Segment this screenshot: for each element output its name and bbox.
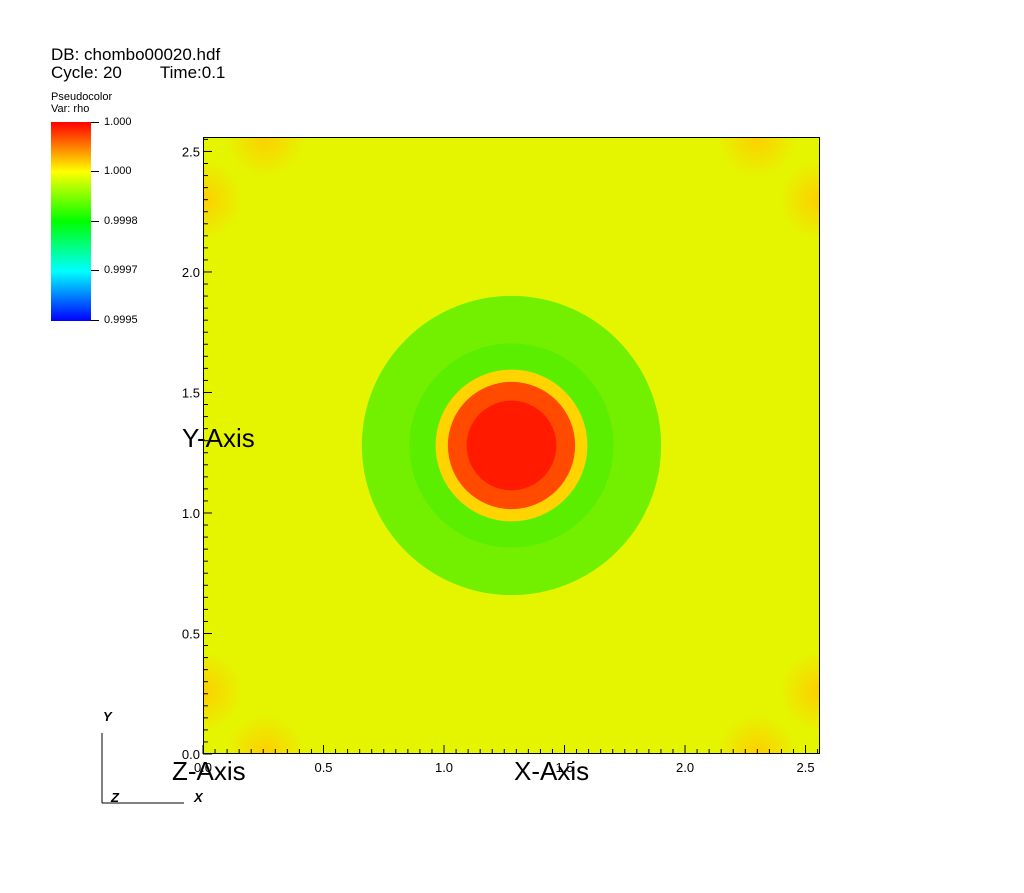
y-tick-label: 1.5 <box>182 385 200 400</box>
legend-tick <box>91 171 99 172</box>
legend-label-max: 1.000 <box>104 116 132 128</box>
density-ring-inner <box>409 343 614 548</box>
legend-variable: Var: rho <box>51 103 90 115</box>
legend-label-lower: 0.9997 <box>104 264 138 276</box>
x-tick-label: 2.5 <box>797 760 815 775</box>
corner-highlight <box>225 714 306 754</box>
legend-tick <box>91 122 99 123</box>
z-axis-title: Z-Axis <box>172 756 246 786</box>
legend-label-min: 0.9995 <box>104 314 138 326</box>
density-field <box>203 137 820 754</box>
legend-plot-type: Pseudocolor <box>51 91 113 103</box>
y-tick-label: 2.5 <box>182 144 200 159</box>
corner-highlight <box>780 159 820 240</box>
x-tick-label: 0.0 <box>194 760 212 775</box>
y-tick-label: 1.0 <box>182 506 200 521</box>
cycle-time-line: Cycle: 20 Time:0.1 <box>51 64 225 82</box>
x-axis-title: X-Axis <box>514 756 590 786</box>
legend-tick <box>91 221 99 222</box>
triad-lines <box>101 733 184 804</box>
y-tick-label: 0.5 <box>182 626 200 641</box>
db-filename: DB: chombo00020.hdf <box>51 45 221 64</box>
density-ring <box>361 295 662 596</box>
triad-y-label: Y <box>103 709 112 724</box>
corner-highlights <box>203 137 820 754</box>
x-tick-label: 0.5 <box>314 760 332 775</box>
corner-highlight <box>780 651 820 732</box>
x-tick-label: 1.0 <box>435 760 453 775</box>
corner-highlight <box>203 159 243 240</box>
legend-label-mid: 0.9998 <box>104 215 138 227</box>
legend-tick <box>91 270 99 271</box>
y-axis-title: Y-Axis <box>182 423 255 453</box>
pseudocolor-plot[interactable] <box>203 137 820 754</box>
y-tick-label: 0.0 <box>182 747 200 762</box>
legend-header: Pseudocolor Var: rho <box>51 91 112 115</box>
corner-highlight <box>203 651 243 732</box>
x-tick-label: 2.0 <box>676 760 694 775</box>
time-label: Time:0.1 <box>159 63 226 82</box>
density-peak-core <box>466 400 557 491</box>
legend-color-bar <box>51 122 91 321</box>
y-tick-label: 2.0 <box>182 265 200 280</box>
triad-x-label: X <box>194 790 203 805</box>
cycle-label: Cycle: 20 <box>51 63 122 82</box>
triad-z-label: Z <box>111 790 119 805</box>
corner-highlight <box>225 137 306 177</box>
corner-highlight <box>717 137 798 177</box>
x-tick-label: 1.5 <box>555 760 573 775</box>
legend-label-upper: 1.000 <box>104 165 132 177</box>
corner-highlight <box>717 714 798 754</box>
legend-tick <box>91 320 99 321</box>
database-info: DB: chombo00020.hdf Cycle: 20 Time:0.1 <box>51 46 225 82</box>
